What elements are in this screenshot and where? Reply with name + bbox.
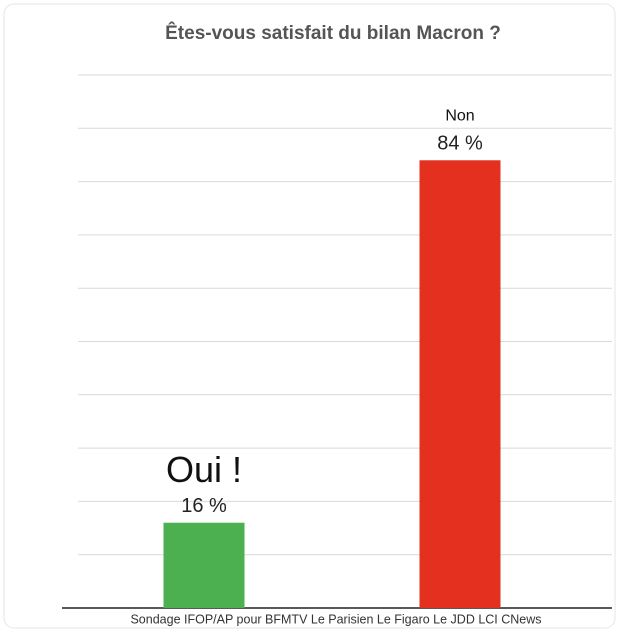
frame — [3, 3, 616, 629]
chart-title: Êtes-vous satisfait du bilan Macron ? — [165, 22, 501, 44]
source-note: Sondage IFOP/AP pour BFMTV Le Parisien L… — [130, 612, 541, 626]
bar — [419, 160, 501, 608]
category-label: Oui ! — [166, 449, 242, 490]
value-label: 16 % — [181, 495, 227, 517]
bar — [163, 522, 245, 608]
value-label: 84 % — [437, 133, 483, 155]
category-label: Non — [445, 107, 474, 124]
